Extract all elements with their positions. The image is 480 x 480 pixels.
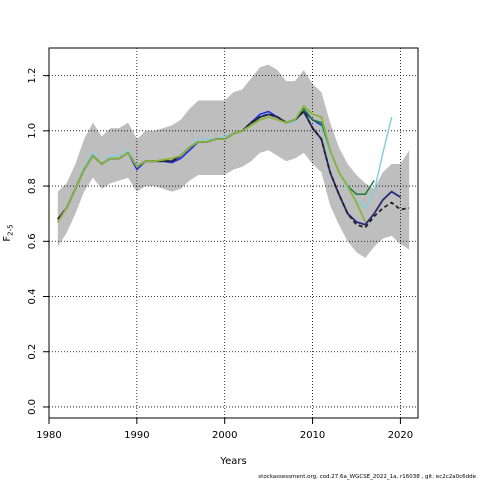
y-tick-label: 0.6 — [27, 233, 38, 249]
y-tick-label: 0.4 — [27, 289, 38, 305]
y-tick-label: 0.8 — [27, 178, 38, 194]
y-axis-title-sub: 2-5 — [7, 224, 15, 235]
x-tick-label: 1980 — [36, 430, 61, 441]
x-tick-label: 1990 — [124, 430, 149, 441]
y-axis-title-main: F — [2, 236, 13, 242]
footer-text: stockassessment.org, cod.27.6a_WGCSE_202… — [258, 474, 476, 480]
y-tick-label: 1.2 — [27, 68, 38, 84]
confidence-band — [57, 64, 410, 258]
x-tick-label: 2010 — [300, 430, 325, 441]
svg-text:F2-5: F2-5 — [2, 224, 15, 241]
y-tick-label: 0.2 — [27, 344, 38, 360]
x-axis-title: Years — [219, 456, 246, 467]
y-tick-label: 1.0 — [27, 123, 38, 139]
band-area — [57, 64, 410, 258]
y-tick-label: 0.0 — [27, 399, 38, 415]
x-tick-label: 2000 — [212, 430, 237, 441]
axes: 1980 1990 2000 2010 2020 0.0 0.2 0.4 0.6 0.8 1.0 1.… — [27, 68, 413, 441]
series-lines — [57, 105, 410, 229]
series-line-6 — [57, 105, 367, 223]
x-tick-label: 2020 — [388, 430, 413, 441]
y-axis-title: F2-5 — [2, 224, 15, 241]
